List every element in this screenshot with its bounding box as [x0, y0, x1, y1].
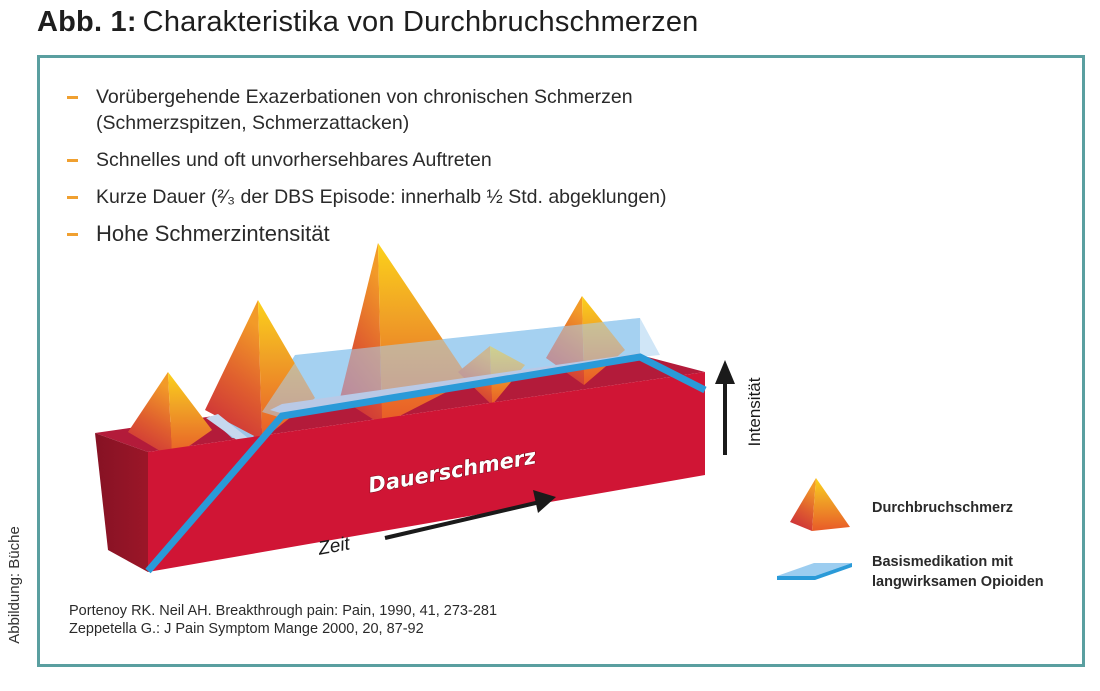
- legend-label-medication: Basismedikation mit langwirksamen Opioid…: [872, 552, 1044, 592]
- reference-item: Portenoy RK. Neil AH. Breakthrough pain:…: [69, 603, 498, 619]
- intensity-arrow-icon: [715, 360, 735, 455]
- bullet-item: Kurze Dauer (²⁄₃ der DBS Episode: innerh…: [66, 184, 667, 210]
- bullet-text: Kurze Dauer (²⁄₃ der DBS Episode: innerh…: [96, 186, 667, 208]
- bullet-text: Schnelles und oft unvorhersehbares Auftr…: [96, 149, 492, 171]
- bullet-text-continued: (Schmerzspitzen, Schmerzattacken): [96, 112, 410, 134]
- bullet-text: Hohe Schmerzintensität: [96, 221, 330, 246]
- medication-plane-front-edge: [270, 353, 640, 414]
- bullet-dash-icon: [67, 233, 78, 236]
- bullet-text: Vorübergehende Exazerbationen von chroni…: [96, 86, 633, 108]
- bullet-dash-icon: [67, 96, 78, 99]
- block-front-face: [148, 372, 705, 572]
- figure-title: Abb. 1: Charakteristika von Durchbruchsch…: [37, 6, 698, 39]
- block-end-face: [95, 433, 148, 572]
- bullet-dash-icon: [67, 159, 78, 162]
- references: Portenoy RK. Neil AH. Breakthrough pain:…: [69, 602, 497, 638]
- legend-label-breakthrough: Durchbruchschmerz: [872, 498, 1013, 518]
- reference-item: Zeppetella G.: J Pain Symptom Mange 2000…: [69, 621, 424, 637]
- bullet-list: Vorübergehende Exazerbationen von chroni…: [66, 84, 667, 258]
- figure-caption: Charakteristika von Durchbruchschmerzen: [142, 6, 699, 38]
- bullet-item: Schnelles und oft unvorhersehbares Auftr…: [66, 147, 667, 173]
- bullet-dash-icon: [67, 196, 78, 199]
- legend-text: Durchbruchschmerz: [872, 500, 1014, 516]
- medication-line: [145, 353, 707, 574]
- bullet-item: Hohe Schmerzintensität: [66, 221, 667, 247]
- legend-text-continued: langwirksamen Opioiden: [872, 574, 1044, 590]
- legend-text: Basismedikation mit: [872, 554, 1014, 570]
- x-axis-label: Zeit: [316, 533, 353, 559]
- figure-number: Abb. 1:: [37, 6, 137, 38]
- time-arrow-icon: [384, 490, 556, 540]
- figure-frame: [37, 55, 1085, 667]
- peak-1: [128, 372, 212, 458]
- legend-blue-plate-icon: [777, 563, 852, 580]
- legend-pyramid-icon: [790, 478, 850, 531]
- y-axis-label: Intensität: [745, 377, 764, 446]
- bullet-item: Vorübergehende Exazerbationen von chroni…: [66, 84, 667, 136]
